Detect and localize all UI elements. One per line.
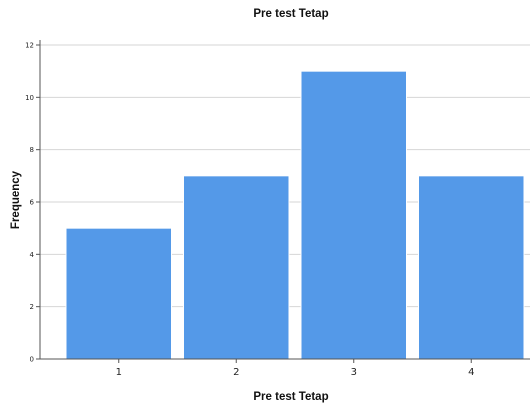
bar-3: [300, 70, 407, 360]
x-tick-label: 2: [233, 367, 239, 378]
y-tick-label: 12: [25, 42, 34, 50]
y-axis-title: Frequency: [10, 170, 22, 229]
axes: [36, 40, 530, 363]
x-tick-label: 3: [351, 367, 357, 378]
y-tick-label: 4: [30, 251, 35, 259]
x-tick-label: 4: [468, 367, 474, 378]
y-tick-label: 8: [30, 146, 34, 154]
y-tick-label: 6: [30, 199, 35, 207]
x-tick-label: 1: [116, 367, 122, 378]
bar-4: [418, 175, 525, 360]
y-tick-label: 2: [30, 303, 34, 311]
x-axis-title: Pre test Tetap: [253, 391, 328, 403]
bar-2: [183, 175, 290, 360]
y-tick-label: 0: [30, 356, 34, 364]
bar-1: [65, 227, 172, 360]
chart-title: Pre test Tetap: [253, 8, 328, 20]
y-tick-label: 10: [25, 94, 34, 102]
bars: [65, 70, 525, 360]
